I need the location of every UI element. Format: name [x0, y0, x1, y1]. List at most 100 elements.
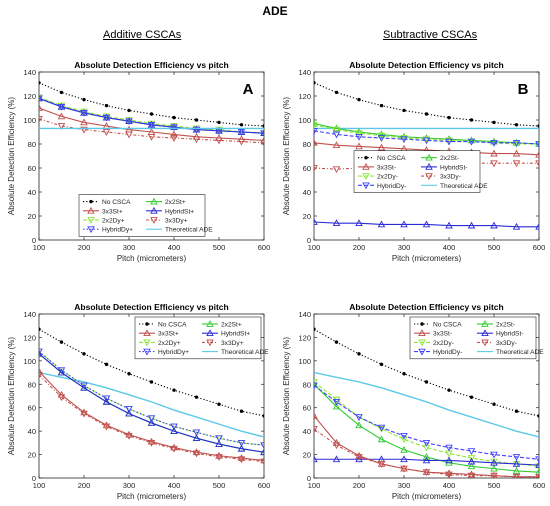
y-tick-label: 0	[307, 236, 311, 245]
data-point	[57, 112, 66, 120]
legend: No CSCA 2x2St- 3x3St- HybridSt- 2x2Dy- 3x3Dy-…	[409, 316, 544, 360]
data-point	[194, 118, 199, 122]
y-tick-label: 20	[28, 451, 36, 460]
legend-item-2x2dy: 2x2Dy+	[139, 339, 181, 347]
data-point	[57, 103, 66, 111]
legend-marker	[87, 206, 95, 214]
x-tick-label: 300	[123, 481, 136, 490]
data-point	[424, 112, 429, 116]
series-line-no-csca	[314, 82, 539, 127]
x-axis-label: Pitch (micrometers)	[117, 492, 187, 501]
series-line-3x3st	[314, 142, 539, 156]
legend-item-theoretical-ade: Theoretical ADE	[421, 183, 488, 190]
data-point	[260, 130, 264, 138]
series-line-theoretical-ade	[314, 371, 539, 438]
data-point	[512, 139, 521, 147]
legend-label: 3x3Dy-	[496, 340, 517, 347]
series-no-csca	[39, 81, 264, 128]
legend-label: 2x2St-	[496, 322, 515, 329]
data-point	[512, 222, 521, 230]
data-point	[332, 402, 341, 410]
y-tick-label: 140	[23, 310, 36, 319]
legend-label: 2x2Dy+	[102, 218, 125, 225]
data-point	[490, 472, 498, 478]
legend-marker	[145, 322, 149, 326]
series-hybriddy	[39, 348, 264, 450]
data-point	[400, 436, 408, 444]
data-point	[125, 432, 133, 440]
data-point	[127, 108, 131, 113]
data-point	[147, 133, 156, 141]
series-line-2x2dy	[314, 381, 539, 467]
series-line-hybriddy	[314, 130, 539, 145]
y-tick-label: 80	[28, 380, 36, 389]
legend-item-no-csca: No CSCA	[139, 322, 187, 329]
series-line-no-csca	[39, 82, 264, 127]
x-tick-label: 100	[33, 243, 46, 252]
x-axis-label: Pitch (micrometers)	[117, 254, 187, 263]
data-point	[400, 135, 408, 142]
x-tick-label: 400	[168, 481, 181, 490]
data-point	[260, 448, 264, 456]
data-point	[57, 367, 66, 375]
data-point	[377, 424, 386, 432]
data-point	[535, 141, 539, 148]
legend-label: Theoretical ADE	[440, 183, 488, 190]
data-point	[147, 437, 156, 445]
data-point	[215, 454, 223, 461]
data-point	[379, 103, 384, 108]
data-point	[469, 118, 474, 122]
data-point	[467, 221, 476, 229]
x-tick-label: 600	[533, 243, 546, 252]
series-theoretical-ade	[314, 371, 539, 438]
legend-label: 2x2St-	[440, 155, 459, 162]
data-point	[102, 114, 111, 122]
data-point	[492, 402, 496, 406]
data-point	[447, 388, 451, 392]
data-point	[149, 112, 154, 116]
data-point	[57, 368, 66, 376]
data-point	[237, 440, 246, 447]
data-point	[490, 464, 498, 472]
series-group	[314, 327, 539, 478]
y-tick-label: 60	[303, 404, 311, 413]
data-point	[39, 95, 43, 103]
data-point	[334, 90, 339, 95]
y-tick-label: 80	[303, 380, 311, 389]
series-hybridst	[314, 218, 539, 230]
panel-label: B	[518, 81, 529, 98]
legend: No CSCA 2x2St+ 3x3St+ HybridSt+ 2x2Dy+ 3x3Dy+…	[134, 316, 269, 360]
series-no-csca	[314, 327, 539, 418]
data-point	[314, 119, 318, 127]
chart-title: Absolute Detection Efficiency vs pitch	[74, 302, 228, 312]
data-point	[332, 141, 341, 149]
series-line-3x3st	[39, 371, 264, 461]
data-point	[355, 454, 363, 461]
legend-item-hybridst: HybridSt+	[146, 206, 194, 215]
legend-label: HybridSt+	[165, 208, 194, 215]
chart-title: Absolute Detection Efficiency vs pitch	[349, 302, 503, 312]
data-point	[215, 435, 223, 443]
data-point	[260, 139, 264, 147]
chart-title: Absolute Detection Efficiency vs pitch	[349, 60, 503, 70]
x-tick-label: 400	[168, 243, 181, 252]
data-point	[355, 455, 363, 463]
data-point	[170, 443, 178, 451]
data-point	[492, 120, 496, 125]
data-point	[39, 104, 43, 111]
data-point	[239, 409, 244, 413]
data-point	[194, 395, 199, 399]
series-hybridst	[39, 349, 264, 456]
data-point	[314, 425, 318, 433]
legend-label: Theoretical ADE	[165, 227, 213, 234]
data-point	[80, 126, 88, 134]
data-point	[355, 219, 363, 227]
data-point	[237, 129, 246, 136]
data-point	[422, 456, 431, 464]
data-point	[39, 348, 43, 356]
y-tick-label: 20	[303, 212, 311, 221]
legend-label: 3x3St+	[102, 208, 123, 215]
data-point	[332, 131, 341, 139]
y-tick-label: 40	[28, 427, 36, 436]
data-point	[535, 463, 539, 471]
